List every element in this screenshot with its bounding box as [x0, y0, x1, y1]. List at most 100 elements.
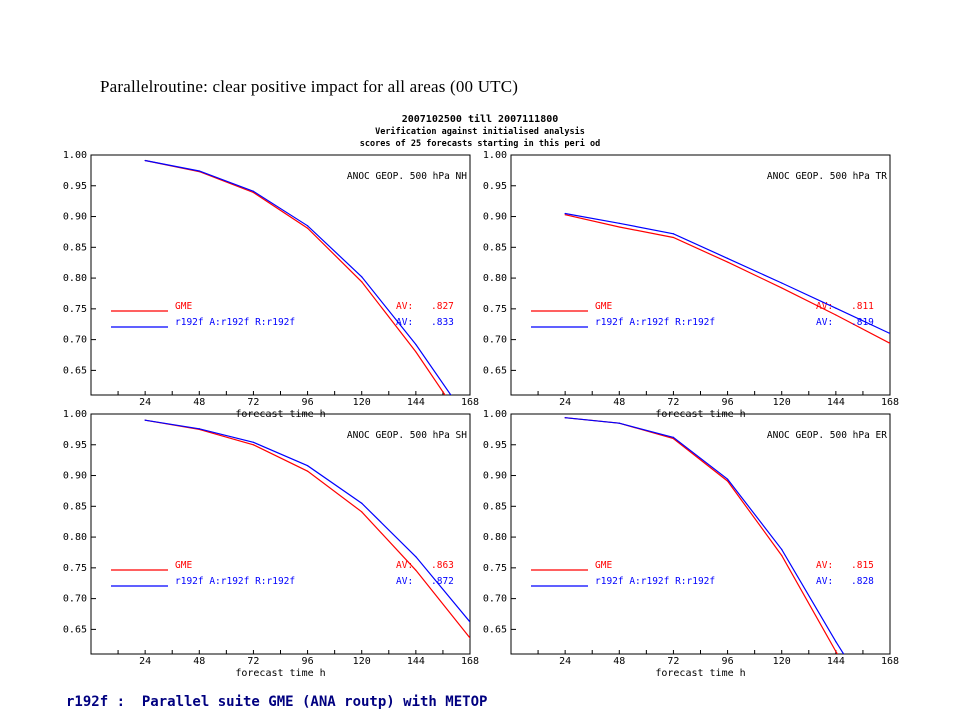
- data-point: [306, 227, 309, 229]
- y-tick-label: 0.95: [63, 440, 87, 451]
- x-tick-label: 120: [773, 397, 791, 408]
- data-point: [252, 190, 255, 192]
- av-label: AV:: [396, 301, 413, 312]
- av-value-gme: .811: [851, 301, 874, 312]
- data-point: [835, 307, 837, 309]
- panel-title: ANOC GEOP. 500 hPa TR: [767, 171, 887, 182]
- data-point: [726, 257, 729, 259]
- data-point: [835, 641, 837, 643]
- data-point: [415, 569, 417, 571]
- x-tick-label: 168: [881, 397, 899, 408]
- panel-title: ANOC GEOP. 500 hPa SH: [347, 430, 467, 441]
- data-point: [306, 465, 309, 467]
- y-tick-label: 0.70: [483, 594, 507, 605]
- data-point: [252, 441, 255, 443]
- y-tick-label: 0.80: [63, 532, 87, 543]
- panel-title: ANOC GEOP. 500 hPa ER: [767, 430, 887, 441]
- data-point: [726, 478, 729, 480]
- x-tick-label: 168: [461, 656, 479, 667]
- legend-label-gme: GME: [595, 560, 612, 571]
- series-line-gme: [144, 419, 470, 639]
- data-point: [781, 282, 783, 284]
- y-tick-label: 0.95: [63, 181, 87, 192]
- data-point: [415, 556, 417, 558]
- data-point: [306, 225, 309, 227]
- y-tick-label: 0.65: [483, 624, 507, 635]
- av-label: AV:: [816, 301, 833, 312]
- data-point: [835, 314, 837, 316]
- x-tick-label: 96: [722, 397, 734, 408]
- data-point: [469, 621, 470, 623]
- data-point: [564, 214, 566, 216]
- data-point: [361, 276, 363, 278]
- av-value-r192f: .872: [431, 576, 454, 587]
- data-point: [252, 191, 255, 194]
- footer-note: r192f : Parallel suite GME (ANA routp) w…: [66, 694, 488, 710]
- x-tick-label: 48: [193, 397, 205, 408]
- verification-header: Verification against initialised analysi…: [375, 127, 585, 137]
- x-tick-label: 96: [302, 656, 314, 667]
- data-point: [469, 637, 470, 639]
- y-tick-label: 0.85: [483, 242, 507, 253]
- av-label: AV:: [396, 560, 413, 571]
- x-tick-label: 48: [193, 656, 205, 667]
- y-tick-label: 0.90: [483, 212, 507, 223]
- legend-label-gme: GME: [595, 301, 612, 312]
- y-tick-label: 1.00: [63, 150, 87, 161]
- av-label: AV:: [816, 317, 833, 328]
- x-tick-label: 144: [827, 656, 845, 667]
- data-point: [726, 261, 729, 263]
- data-point: [672, 233, 675, 235]
- data-point: [781, 287, 783, 289]
- data-point: [564, 212, 566, 215]
- av-value-r192f: .819: [851, 317, 874, 328]
- data-point: [781, 548, 783, 550]
- av-label: AV:: [816, 560, 833, 571]
- chart-panel-4: 1.00 0.95 0.90 0.85 0.80 0.75 0.70 0.65 24 48 72 96…: [483, 409, 899, 679]
- chart-panel-3: 1.00 0.95 0.90 0.85 0.80 0.75 0.70 0.65 24 48 72 96…: [63, 409, 479, 679]
- plot-frame: [510, 154, 891, 396]
- legend-label-gme: GME: [175, 560, 192, 571]
- av-value-gme: .827: [431, 301, 454, 312]
- data-point: [835, 650, 837, 653]
- period-header: 2007102500 till 2007111800: [401, 114, 559, 125]
- plot-frame: [510, 413, 891, 655]
- y-tick-label: 1.00: [483, 409, 507, 420]
- data-point: [144, 419, 146, 421]
- data-point: [672, 236, 675, 239]
- data-point: [415, 351, 417, 353]
- x-tick-label: 144: [407, 397, 425, 408]
- av-label: AV:: [816, 576, 833, 587]
- x-tick-label: 168: [881, 656, 899, 667]
- data-point: [361, 511, 363, 513]
- x-axis-label: forecast time h: [235, 668, 325, 679]
- x-tick-label: 48: [613, 656, 625, 667]
- x-tick-label: 144: [407, 656, 425, 667]
- y-tick-label: 0.80: [483, 532, 507, 543]
- scores-header: scores of 25 forecasts starting in this …: [359, 139, 601, 149]
- av-value-r192f: .833: [431, 317, 454, 328]
- x-tick-label: 96: [302, 397, 314, 408]
- slide-title: Parallelroutine: clear positive impact f…: [100, 77, 519, 96]
- x-tick-label: 168: [461, 397, 479, 408]
- x-tick-label: 24: [139, 656, 151, 667]
- y-tick-label: 0.70: [483, 335, 507, 346]
- y-tick-label: 0.65: [63, 624, 87, 635]
- data-point: [564, 417, 566, 419]
- y-tick-label: 0.70: [63, 335, 87, 346]
- x-axis-label: forecast time h: [655, 668, 745, 679]
- av-value-r192f: .828: [851, 576, 874, 587]
- y-tick-label: 1.00: [483, 150, 507, 161]
- panel-title: ANOC GEOP. 500 hPa NH: [347, 171, 467, 182]
- plot-frame: [90, 154, 471, 396]
- series-line-r192f: [145, 419, 470, 623]
- data-point: [889, 332, 890, 335]
- y-tick-label: 1.00: [63, 409, 87, 420]
- plot-frame: [90, 413, 471, 655]
- series-line-r192f: [564, 212, 890, 335]
- legend-label-r192f: r192f A:r192f R:r192f: [595, 576, 715, 587]
- data-point: [889, 342, 890, 344]
- legend-label-r192f: r192f A:r192f R:r192f: [175, 317, 295, 328]
- y-tick-label: 0.75: [63, 304, 87, 315]
